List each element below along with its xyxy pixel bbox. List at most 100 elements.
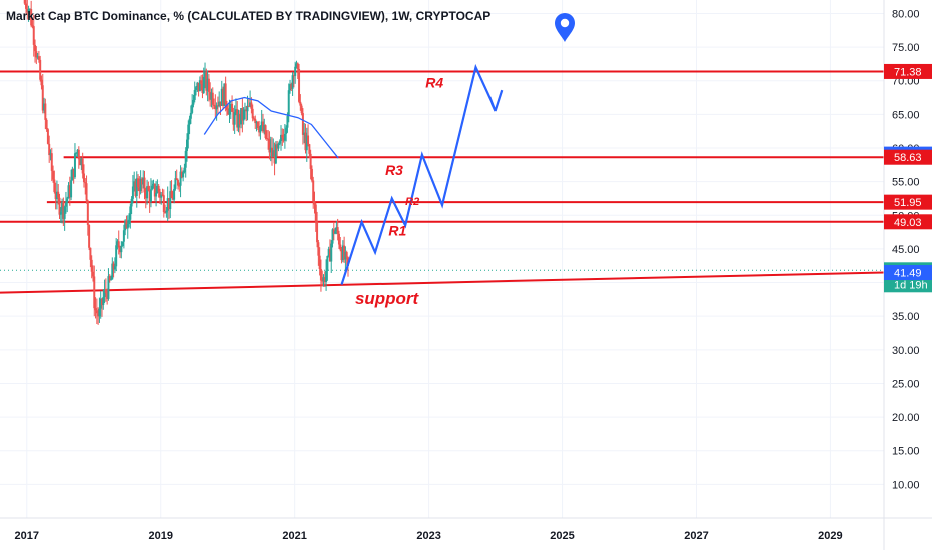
candle-body: [236, 109, 239, 128]
candle-body: [130, 198, 133, 207]
candle-body: [102, 297, 105, 306]
candle-body: [143, 177, 146, 193]
candle-body: [155, 192, 158, 197]
candle-body: [278, 141, 281, 144]
candle-body: [40, 79, 43, 86]
candle-body: [229, 103, 232, 109]
candle-body: [146, 186, 149, 199]
candle-body: [294, 66, 297, 76]
candle-body: [193, 89, 196, 100]
candle-body: [309, 153, 312, 169]
candle-body: [175, 178, 178, 181]
candle-body: [232, 111, 235, 125]
candle-body: [50, 153, 53, 171]
candle-body: [325, 270, 328, 283]
candle-body: [178, 185, 181, 187]
candle-body: [336, 227, 339, 234]
candle-body: [206, 78, 209, 91]
candle-body: [68, 185, 71, 198]
candle-body: [219, 101, 222, 106]
candle-body: [95, 310, 98, 314]
candle-body: [233, 112, 236, 125]
candle-body: [67, 185, 70, 199]
projection-path[interactable]: [340, 63, 497, 285]
candle-body: [243, 109, 246, 111]
candle-body: [93, 276, 96, 309]
candle-body: [94, 308, 97, 311]
candle-body: [343, 245, 346, 260]
candle-body: [305, 135, 308, 151]
x-tick-label: 2017: [15, 530, 39, 542]
candle-body: [271, 147, 273, 157]
countdown-label: 1d 19h: [894, 279, 928, 291]
candle-body: [314, 204, 317, 222]
candle-body: [45, 119, 48, 130]
candle-body: [207, 78, 210, 92]
candle-body: [280, 134, 283, 142]
candle-body: [285, 127, 288, 134]
candle-body: [61, 201, 64, 212]
candle-body: [54, 191, 57, 199]
candle-body: [81, 158, 84, 174]
projection: [340, 63, 504, 285]
candle-body: [224, 83, 227, 104]
price-badge-51.95: [884, 194, 932, 210]
candle-body: [301, 113, 304, 135]
candle-body: [43, 103, 46, 111]
x-tick-label: 2019: [148, 530, 172, 542]
candle-body: [281, 134, 284, 138]
candle-body: [174, 178, 177, 189]
candle-body: [251, 108, 254, 119]
candle-body: [205, 72, 208, 91]
candle-body: [27, 9, 30, 13]
candle-body: [57, 191, 60, 198]
support-line[interactable]: [0, 271, 885, 294]
candle-body: [213, 104, 216, 107]
location-pin-icon[interactable]: [555, 13, 575, 42]
candles: [23, 0, 349, 325]
candle-body: [183, 167, 186, 173]
candle-body: [147, 186, 150, 191]
location-pin-dot: [560, 18, 570, 28]
candle-body: [58, 197, 61, 215]
candle-body: [39, 59, 42, 80]
y-tick-label: 75.00: [892, 42, 920, 54]
candle-body: [36, 56, 39, 58]
candle-body: [238, 113, 241, 125]
candle-body: [298, 69, 301, 102]
candle-body: [144, 192, 147, 199]
candle-body: [202, 76, 205, 93]
candle-body: [32, 26, 35, 45]
candle-body: [35, 51, 38, 58]
price-badge-41.49: [884, 265, 932, 281]
annotation-r3: R3: [385, 162, 403, 178]
candle-body: [139, 178, 142, 192]
candle-body: [282, 137, 285, 141]
price-badge-label: 51.95: [894, 197, 922, 209]
candle-body: [142, 177, 145, 185]
candle-body: [113, 266, 116, 270]
candle-body: [64, 202, 67, 207]
price-badge-58.63: [884, 149, 932, 165]
candle-body: [37, 56, 40, 60]
candle-body: [99, 298, 102, 309]
candle-body: [149, 189, 152, 202]
candle-body: [261, 121, 264, 132]
candle-body: [138, 187, 141, 192]
candle-body: [116, 241, 119, 246]
candle-body: [23, 0, 26, 4]
candle-body: [295, 63, 298, 67]
candle-body: [272, 150, 275, 157]
candle-body: [287, 90, 290, 117]
candle-body: [124, 220, 127, 231]
candle-body: [148, 190, 151, 202]
candle-body: [273, 150, 276, 164]
y-tick-label: 45.00: [892, 244, 920, 256]
candle-body: [72, 168, 75, 178]
candle-body: [66, 198, 69, 203]
candle-body: [53, 179, 56, 192]
candle-body: [89, 247, 92, 260]
price-badge-label: 58.63: [894, 152, 922, 164]
candle-body: [255, 121, 258, 124]
